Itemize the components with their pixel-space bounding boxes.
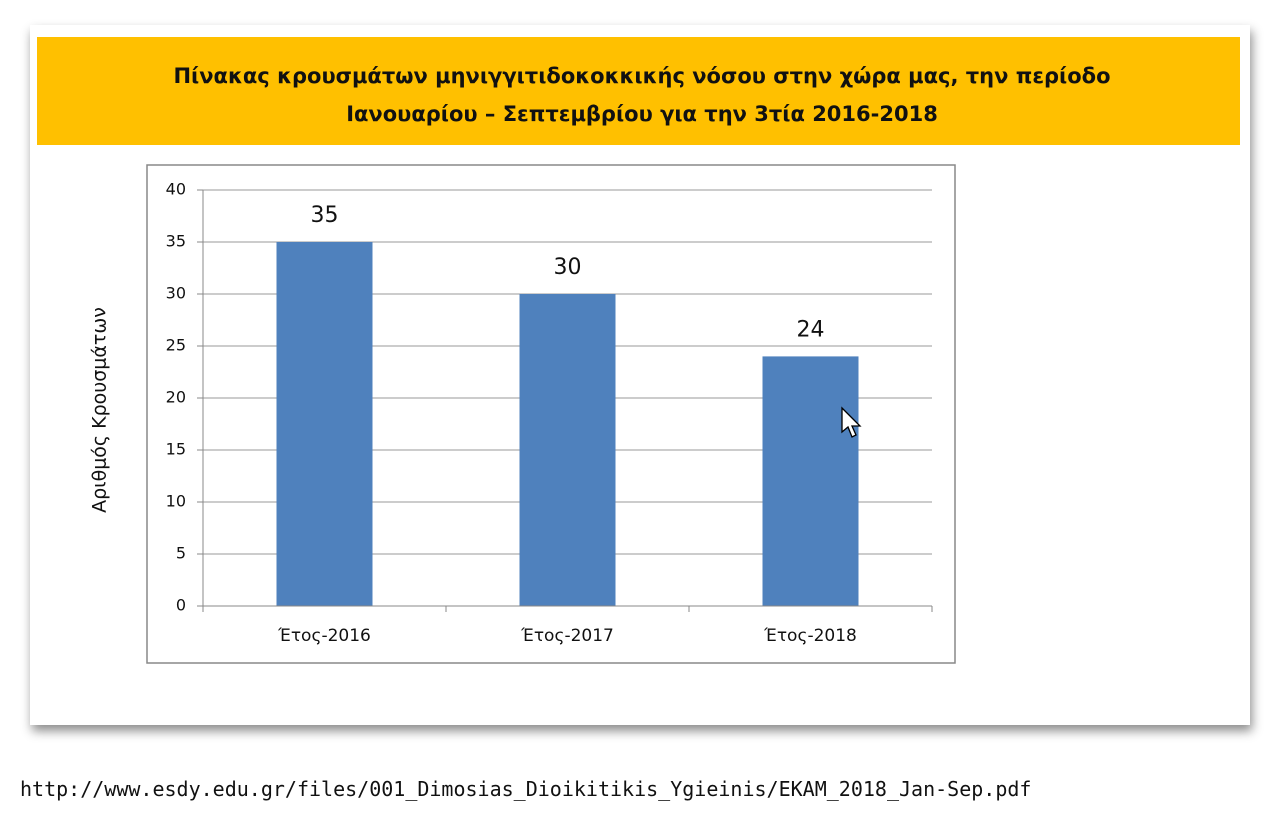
data-label: 24	[797, 317, 825, 342]
data-label: 35	[311, 203, 339, 228]
y-tick-label: 35	[166, 232, 186, 251]
y-tick-label: 10	[166, 492, 186, 511]
y-tick-label: 40	[166, 180, 186, 199]
y-tick-label: 0	[176, 596, 186, 615]
chart-title: Πίνακας κρουσμάτων μηνιγγιτιδοκοκκικής ν…	[173, 64, 1111, 126]
y-tick-label: 25	[166, 336, 186, 355]
bar	[276, 242, 373, 606]
title-banner: Πίνακας κρουσμάτων μηνιγγιτιδοκοκκικής ν…	[37, 37, 1240, 145]
cursor	[841, 406, 862, 438]
bar	[519, 294, 616, 606]
y-tick-label: 5	[176, 544, 186, 563]
bar	[762, 356, 859, 606]
y-axis-label: Αριθμός Κρουσμάτων	[89, 307, 111, 513]
data-label: 30	[554, 255, 582, 280]
y-tick-label: 20	[166, 388, 186, 407]
x-tick-label: Έτος-2016	[277, 626, 371, 646]
x-tick-label: Έτος-2017	[520, 626, 614, 646]
y-tick-label: 15	[166, 440, 186, 459]
source-url: http://www.esdy.edu.gr/files/001_Dimosia…	[20, 777, 1032, 801]
x-tick-label: Έτος-2018	[763, 626, 857, 646]
y-tick-label: 30	[166, 284, 186, 303]
